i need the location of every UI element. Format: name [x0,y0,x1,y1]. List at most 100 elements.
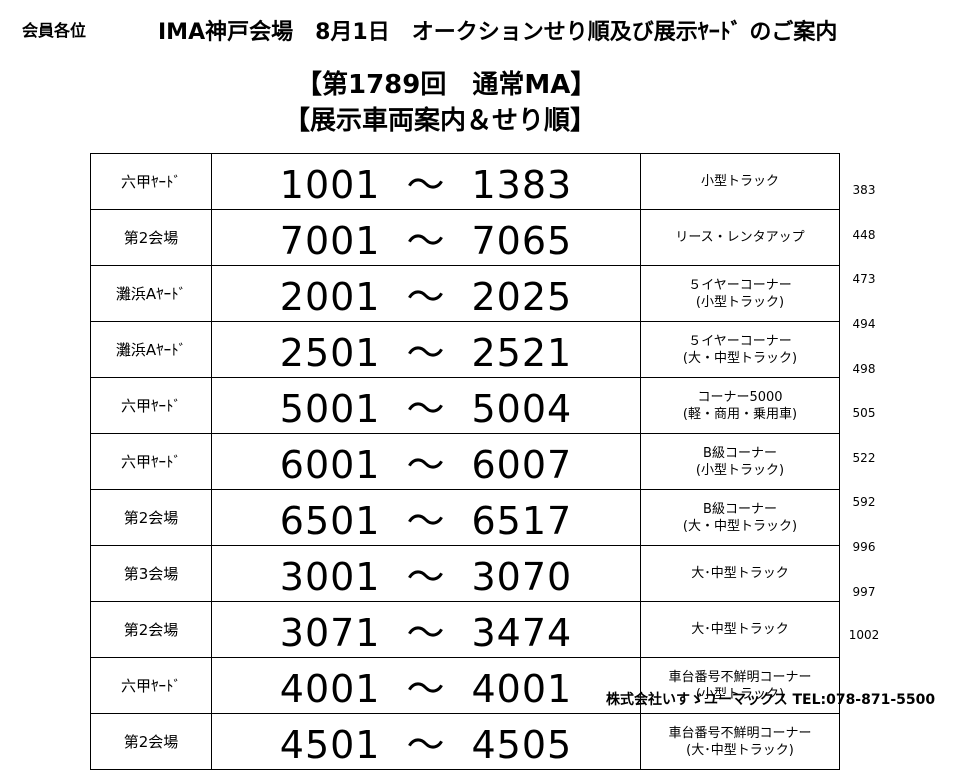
lot-range-end: 6007 [471,443,573,487]
category-cell: 大･中型トラック [640,545,840,602]
category-line: 大･中型トラック [691,566,789,581]
category-cell: ５イヤーコーナー (大・中型トラック) [640,321,840,378]
greeting: 会員各位 [22,21,87,40]
range-separator: ～ [406,331,446,375]
range-separator: ～ [406,555,446,599]
lot-range-start: 2001 [279,275,381,319]
range-separator: ～ [406,163,446,207]
lot-range-start: 3001 [279,555,381,599]
table-row: 灘浜Aﾔｰﾄﾞ 2501 ～ 2521 ５イヤーコーナー (大・中型トラック) [90,321,840,378]
table-row: 六甲ﾔｰﾄﾞ 1001 ～ 1383 小型トラック [90,153,840,210]
category-line: (小型トラック) [695,462,785,478]
category-line: (小型トラック) [695,294,785,310]
category-line: (大･中型トラック) [686,742,794,758]
lot-range-cell: 2501 ～ 2521 [211,321,641,378]
category-line: B級コーナー [703,501,777,517]
category-line: ５イヤーコーナー [688,277,792,293]
range-separator: ～ [406,611,446,655]
category-cell: 車台番号不鮮明コーナー (大･中型トラック) [640,713,840,770]
cumulative-count: 522 [852,451,876,465]
category-line: 車台番号不鮮明コーナー [668,669,812,685]
lot-range-end: 7065 [471,219,573,263]
venue-cell: 六甲ﾔｰﾄﾞ [90,657,212,714]
header-title: IMA神戸会場 8月1日 オークションせり順及び展示ﾔｰﾄﾞ のご案内 [158,20,838,45]
category-line: B級コーナー [703,445,777,461]
lot-range-cell: 3071 ～ 3474 [211,601,641,658]
category-cell: ５イヤーコーナー (小型トラック) [640,265,840,322]
cumulative-count: 383 [852,183,876,197]
range-separator: ～ [406,667,446,711]
table-row: 六甲ﾔｰﾄﾞ 5001 ～ 5004 コーナー5000 (軽・商用・乗用車) [90,377,840,434]
category-line: ５イヤーコーナー [688,333,792,349]
lot-range-start: 6001 [279,443,381,487]
lot-range-start: 3071 [279,611,381,655]
lot-range-start: 6501 [279,499,381,543]
auction-order-table: 六甲ﾔｰﾄﾞ 1001 ～ 1383 小型トラック第2会場 7001 ～ 7065 リース・レン… [90,153,840,770]
table-row: 第2会場 6501 ～ 6517 B級コーナー (大・中型トラック) [90,489,840,546]
category-cell: 大･中型トラック [640,601,840,658]
schedule-headline: 【展示車両案内＆せり順】 [284,106,597,136]
category-cell: リース・レンタアップ [640,209,840,266]
category-line: (小型トラック) [695,686,785,702]
table-row: 第3会場 3001 ～ 3070 大･中型トラック [90,545,840,602]
cumulative-count: 498 [852,362,876,376]
lot-range-end: 5004 [471,387,573,431]
venue-cell: 六甲ﾔｰﾄﾞ [90,153,212,210]
lot-range-start: 7001 [279,219,381,263]
cumulative-count: 473 [852,272,876,286]
lot-range-cell: 2001 ～ 2025 [211,265,641,322]
cumulative-count: 1002 [848,628,880,642]
range-separator: ～ [406,499,446,543]
category-line: (軽・商用・乗用車) [682,406,798,422]
table-row: 第2会場 3071 ～ 3474 大･中型トラック [90,601,840,658]
lot-range-cell: 6001 ～ 6007 [211,433,641,490]
category-line: (大・中型トラック) [682,350,798,366]
category-line: リース・レンタアップ [675,230,805,245]
company-contact: 株式会社いすゞユーマックス TEL:078-871-5500 [606,692,936,708]
lot-range-start: 4001 [279,667,381,711]
table-row: 六甲ﾔｰﾄﾞ 6001 ～ 6007 B級コーナー (小型トラック) [90,433,840,490]
table-row: 六甲ﾔｰﾄﾞ 4001 ～ 4001 車台番号不鮮明コーナー (小型トラック) [90,657,840,714]
lot-range-cell: 7001 ～ 7065 [211,209,641,266]
lot-range-cell: 5001 ～ 5004 [211,377,641,434]
table-row: 第2会場 7001 ～ 7065 リース・レンタアップ [90,209,840,266]
lot-range-cell: 1001 ～ 1383 [211,153,641,210]
lot-range-start: 1001 [279,163,381,207]
lot-range-end: 3070 [471,555,573,599]
lot-range-end: 1383 [471,163,573,207]
auction-headline: 【第1789回 通常MA】 [296,70,597,100]
category-cell: 小型トラック [640,153,840,210]
range-separator: ～ [406,443,446,487]
lot-range-end: 2025 [471,275,573,319]
category-cell: B級コーナー (小型トラック) [640,433,840,490]
category-cell: コーナー5000 (軽・商用・乗用車) [640,377,840,434]
venue-cell: 第2会場 [90,489,212,546]
lot-range-cell: 3001 ～ 3070 [211,545,641,602]
cumulative-count: 448 [852,228,876,242]
cumulative-count: 505 [852,406,876,420]
cumulative-count: 592 [852,495,876,509]
cumulative-count: 997 [852,585,876,599]
venue-cell: 六甲ﾔｰﾄﾞ [90,433,212,490]
venue-cell: 第2会場 [90,713,212,770]
range-separator: ～ [406,387,446,431]
category-line: 車台番号不鮮明コーナー [668,725,812,741]
cumulative-count: 996 [852,540,876,554]
venue-cell: 第2会場 [90,601,212,658]
range-separator: ～ [406,219,446,263]
category-line: 小型トラック [700,174,779,189]
category-line: (大・中型トラック) [682,518,798,534]
category-cell: B級コーナー (大・中型トラック) [640,489,840,546]
lot-range-cell: 6501 ～ 6517 [211,489,641,546]
lot-range-start: 4501 [279,723,381,767]
lot-range-cell: 4001 ～ 4001 [211,657,641,714]
lot-range-end: 4001 [471,667,573,711]
venue-cell: 第2会場 [90,209,212,266]
venue-cell: 灘浜Aﾔｰﾄﾞ [90,265,212,322]
range-separator: ～ [406,275,446,319]
venue-cell: 灘浜Aﾔｰﾄﾞ [90,321,212,378]
lot-range-end: 6517 [471,499,573,543]
category-line: 大･中型トラック [691,622,789,637]
lot-range-end: 2521 [471,331,573,375]
range-separator: ～ [406,723,446,767]
